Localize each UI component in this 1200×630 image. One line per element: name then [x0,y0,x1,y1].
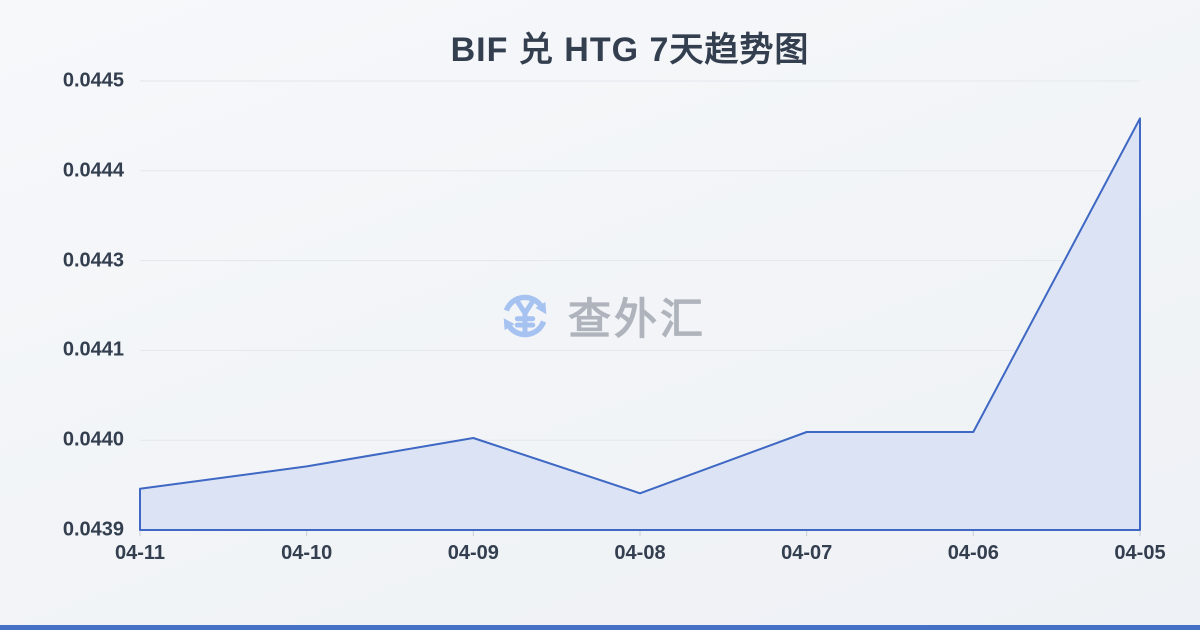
x-axis-label: 04-10 [281,542,333,564]
x-axis-label: 04-11 [114,542,166,564]
y-axis: 0.0439 0.0440 0.0441 0.0443 0.0444 0.0445 [0,0,128,630]
y-axis-label: 0.0440 [62,428,124,451]
area-series [139,117,1141,531]
y-axis-label: 0.0443 [62,249,124,272]
y-axis-label: 0.0441 [62,338,124,361]
x-axis-label: 04-09 [447,542,499,564]
x-axis-label: 04-05 [1114,542,1166,564]
x-axis: 04-11 04-10 04-09 04-08 04-07 04-06 04-05 [0,542,1200,572]
bottom-accent-bar [0,625,1200,630]
chart-title: BIF 兑 HTG 7天趋势图 [450,31,810,69]
y-axis-label: 0.0444 [62,159,124,182]
x-axis-label: 04-08 [614,542,666,564]
y-axis-label: 0.0439 [62,518,124,541]
y-axis-label: 0.0445 [62,69,124,92]
x-axis-label: 04-07 [781,542,833,564]
x-axis-label: 04-06 [947,542,999,564]
